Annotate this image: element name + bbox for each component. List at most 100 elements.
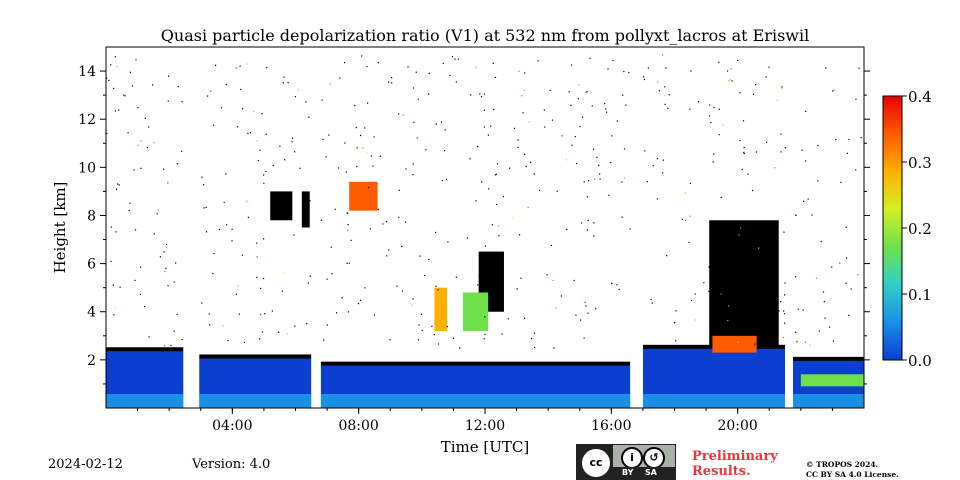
noise-pixel — [566, 228, 568, 231]
noise-pixel — [623, 177, 625, 179]
noise-pixel — [261, 331, 264, 333]
noise-pixel — [405, 168, 407, 170]
noise-pixel — [291, 141, 293, 143]
noise-pixel — [523, 317, 526, 319]
noise-pixel — [206, 95, 209, 97]
noise-pixel — [739, 92, 741, 94]
noise-pixel — [140, 167, 142, 169]
noise-pixel — [760, 347, 762, 349]
noise-pixel — [243, 341, 246, 344]
noise-pixel — [839, 262, 841, 264]
noise-pixel — [580, 222, 583, 224]
noise-pixel — [586, 196, 589, 198]
noise-pixel — [247, 216, 250, 218]
noise-pixel — [828, 326, 831, 328]
noise-pixel — [754, 84, 757, 86]
noise-pixel — [366, 152, 369, 154]
noise-pixel — [293, 234, 295, 236]
y-tick-label-4: 4 — [87, 305, 96, 321]
noise-pixel — [752, 302, 755, 304]
noise-pixel — [360, 55, 363, 57]
y-tick-label-14: 14 — [78, 64, 96, 80]
noise-pixel — [478, 275, 480, 277]
noise-pixel — [708, 290, 710, 292]
noise-pixel — [246, 63, 249, 65]
noise-pixel — [398, 216, 400, 218]
noise-pixel — [359, 134, 362, 137]
noise-pixel — [703, 282, 705, 284]
noise-pixel — [568, 91, 570, 93]
noise-pixel — [784, 294, 786, 296]
noise-pixel — [584, 301, 586, 303]
noise-pixel — [811, 214, 813, 216]
noise-pixel — [202, 184, 205, 186]
noise-pixel — [482, 285, 484, 287]
noise-pixel — [823, 301, 825, 303]
noise-pixel — [586, 91, 588, 93]
noise-pixel — [586, 229, 588, 231]
noise-pixel — [483, 109, 485, 111]
noise-pixel — [239, 65, 241, 67]
noise-pixel — [430, 261, 432, 263]
boundary-layer-top-2 — [320, 361, 631, 366]
noise-pixel — [283, 272, 285, 274]
noise-pixel — [797, 308, 799, 310]
noise-pixel — [335, 312, 338, 314]
cirrus-4 — [349, 181, 378, 211]
noise-pixel — [530, 337, 533, 340]
noise-pixel — [711, 234, 713, 236]
noise-pixel — [524, 72, 526, 74]
noise-pixel — [443, 150, 446, 152]
noise-pixel — [731, 80, 733, 82]
noise-pixel — [442, 62, 444, 64]
noise-pixel — [598, 164, 600, 167]
noise-pixel — [491, 224, 493, 226]
boundary-layer-top-1 — [199, 354, 312, 359]
noise-pixel — [388, 81, 390, 83]
noise-pixel — [528, 121, 530, 123]
noise-pixel — [263, 174, 265, 176]
noise-pixel — [656, 198, 659, 200]
noise-pixel — [783, 322, 786, 324]
noise-pixel — [220, 107, 223, 109]
noise-pixel — [447, 241, 449, 243]
noise-pixel — [382, 223, 384, 225]
noise-pixel — [571, 144, 573, 146]
noise-pixel — [434, 231, 437, 234]
noise-pixel — [550, 244, 553, 247]
license-badge[interactable]: cc i ↺ BY SA — [576, 444, 676, 480]
noise-pixel — [623, 148, 626, 150]
noise-pixel — [685, 219, 687, 221]
x-tick-label-12:00: 12:00 — [465, 418, 505, 434]
noise-pixel — [343, 61, 346, 64]
x-axis-ticks: 04:00 08:00 12:00 16:00 20:00 — [137, 408, 833, 434]
noise-pixel — [664, 103, 666, 105]
noise-pixel — [675, 340, 677, 342]
noise-pixel — [596, 156, 598, 158]
noise-pixel — [565, 159, 567, 161]
noise-pixel — [167, 100, 169, 102]
noise-pixel — [412, 163, 414, 165]
noise-pixel — [522, 112, 524, 114]
noise-pixel — [341, 297, 343, 299]
noise-pixel — [652, 165, 654, 167]
noise-pixel — [621, 216, 623, 218]
noise-pixel — [123, 94, 125, 96]
noise-pixel — [398, 189, 400, 192]
noise-pixel — [203, 207, 205, 209]
noise-pixel — [419, 255, 421, 257]
noise-pixel — [688, 241, 690, 244]
noise-pixel — [774, 224, 776, 226]
noise-pixel — [538, 189, 541, 192]
noise-pixel — [425, 149, 427, 151]
noise-pixel — [483, 93, 486, 95]
noise-pixel — [483, 338, 485, 340]
noise-pixel — [362, 147, 364, 149]
copyright-line-1: © TROPOS 2024. — [806, 460, 879, 469]
noise-pixel — [421, 329, 423, 332]
surface-layer-3 — [642, 394, 786, 408]
noise-pixel — [494, 174, 497, 176]
noise-pixel — [607, 68, 609, 70]
noise-pixel — [262, 238, 265, 240]
noise-pixel — [605, 108, 607, 110]
